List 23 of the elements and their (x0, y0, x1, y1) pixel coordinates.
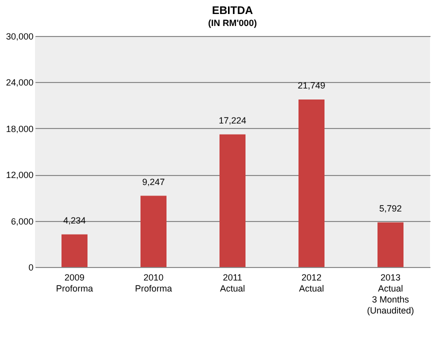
bar (298, 100, 324, 267)
x-tick-label: 2011 Actual (220, 272, 246, 294)
data-label: 21,749 (298, 80, 326, 91)
x-tick-label: 2009 Proforma (56, 272, 94, 294)
y-tick-label: 30,000 (6, 32, 34, 42)
chart-title: EBITDA (212, 5, 254, 17)
bar (140, 196, 166, 267)
bar (62, 234, 88, 267)
y-tick-label: 6,000 (10, 216, 34, 226)
bar (220, 134, 246, 267)
x-tick-label: 2012 Actual (298, 272, 324, 294)
bar (378, 222, 404, 267)
data-label: 5,792 (379, 203, 402, 214)
data-label: 4,234 (63, 215, 86, 226)
y-tick-label: 24,000 (6, 78, 34, 88)
chart-subtitle: (IN RM'000) (208, 18, 257, 28)
y-tick-label: 12,000 (6, 170, 34, 180)
data-label: 17,224 (218, 115, 246, 126)
y-tick-label: 18,000 (6, 124, 34, 134)
x-tick-label: 2010 Proforma (134, 272, 172, 294)
y-tick-label: 0 (28, 262, 34, 272)
x-tick-label: 2013 Actual 3 Months (Unaudited) (366, 272, 414, 316)
data-label: 9,247 (142, 176, 165, 187)
